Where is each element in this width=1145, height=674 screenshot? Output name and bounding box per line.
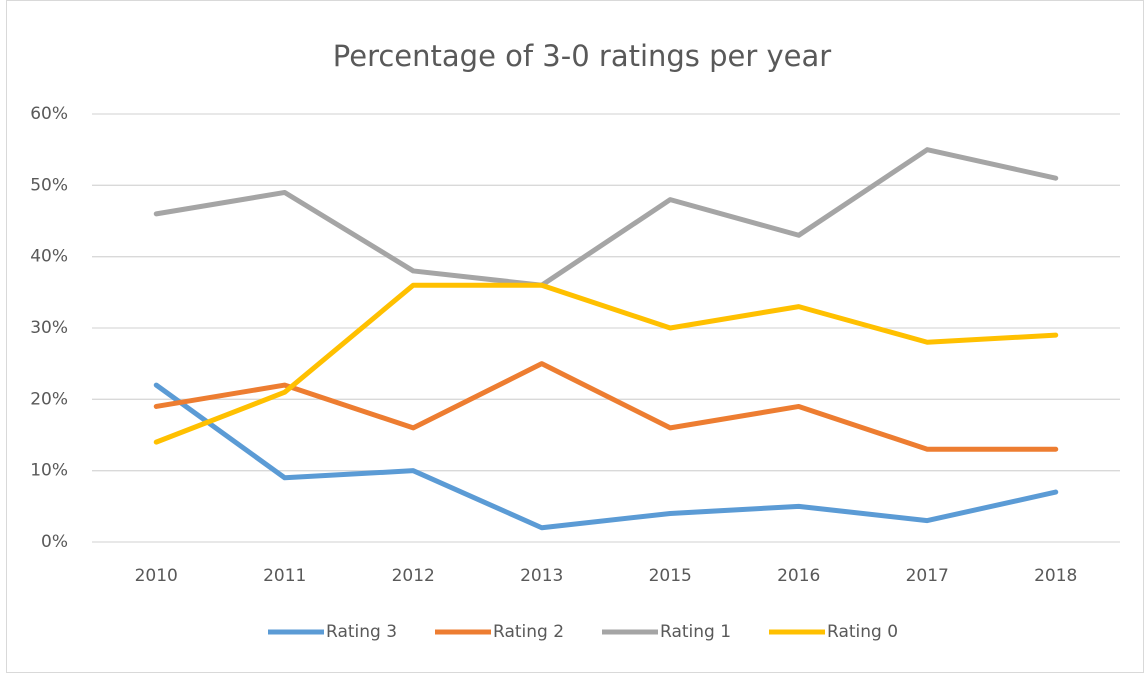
x-tick-label: 2013 [520, 566, 563, 586]
y-tick-label: 0% [41, 532, 68, 552]
x-tick-label: 2017 [906, 566, 949, 586]
legend-label: Rating 2 [493, 622, 564, 642]
x-tick-label: 2011 [263, 566, 306, 586]
x-tick-label: 2018 [1034, 566, 1077, 586]
y-tick-label: 40% [30, 247, 68, 267]
legend-label: Rating 3 [326, 622, 397, 642]
y-tick-label: 10% [30, 461, 68, 481]
series-line [153, 361, 1059, 452]
x-tick-label: 2012 [392, 566, 435, 586]
legend-label: Rating 0 [827, 622, 898, 642]
chart-border [6, 0, 1144, 673]
y-tick-label: 50% [30, 175, 68, 195]
series-line [153, 147, 1059, 288]
x-tick-label: 2015 [649, 566, 692, 586]
series-line [153, 282, 1059, 445]
y-tick-label: 30% [30, 318, 68, 338]
series-line [153, 382, 1059, 531]
chart-title: Percentage of 3-0 ratings per year [333, 39, 832, 73]
x-tick-label: 2016 [777, 566, 820, 586]
y-tick-label: 60% [30, 104, 68, 124]
x-tick-label: 2010 [135, 566, 178, 586]
y-tick-label: 20% [30, 389, 68, 409]
legend-label: Rating 1 [660, 622, 731, 642]
